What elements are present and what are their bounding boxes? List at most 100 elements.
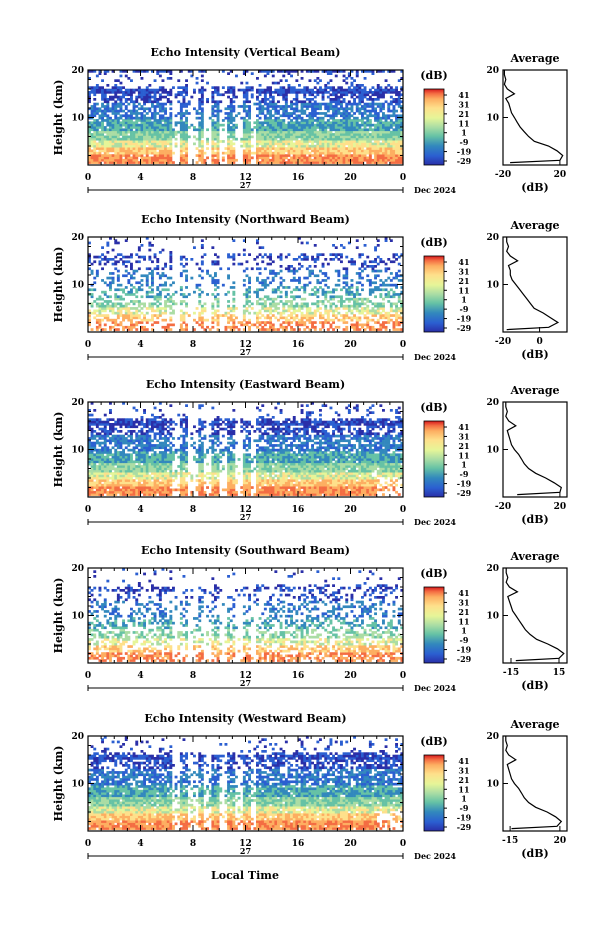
heatmap-cell — [232, 281, 236, 285]
heatmap-cell — [271, 135, 275, 139]
heatmap-cell — [232, 149, 236, 153]
heatmap-cell — [119, 158, 123, 162]
heatmap-cell — [151, 156, 154, 160]
heatmap-cell — [321, 130, 325, 134]
heatmap-cell — [303, 91, 307, 94]
heatmap-cell — [263, 133, 267, 136]
heatmap-cell — [114, 91, 118, 94]
heatmap-cell — [182, 86, 186, 89]
heatmap-cell — [122, 91, 125, 94]
heatmap-cell — [124, 265, 128, 268]
heatmap-cell — [366, 255, 370, 259]
heatmap-cell — [151, 95, 154, 99]
heatmap-cell — [271, 269, 275, 273]
heatmap-cell — [169, 295, 173, 299]
heatmap-cell — [279, 107, 283, 111]
heatmap-cell — [300, 116, 304, 120]
heatmap-cell — [116, 158, 120, 162]
heatmap-cell — [258, 84, 262, 87]
heatmap-cell — [143, 314, 146, 317]
heatmap-cell — [292, 279, 296, 282]
heatmap-cell — [287, 144, 291, 148]
heatmap-cell — [200, 86, 204, 89]
heatmap-cell — [248, 300, 251, 303]
heatmap-cell — [127, 151, 131, 155]
heatmap-cell — [332, 311, 335, 315]
heatmap-cells — [88, 402, 404, 496]
heatmap-cell — [334, 147, 338, 150]
heatmap-cell — [311, 314, 314, 317]
heatmap-cell — [103, 255, 107, 259]
heatmap-cell — [93, 474, 97, 478]
heatmap-cell — [395, 276, 398, 280]
heatmap-cell — [124, 151, 128, 155]
heatmap-cell — [282, 135, 286, 139]
heatmap-cell — [140, 121, 144, 125]
heatmap-cell — [122, 149, 125, 153]
heatmap-cell — [329, 88, 333, 92]
heatmap-cell — [334, 119, 338, 122]
colorbar-tick-label: -19 — [457, 314, 472, 324]
heatmap-cell — [148, 244, 152, 247]
heatmap-cell — [363, 323, 367, 327]
heatmap-cell — [195, 109, 199, 113]
heatmap-cell — [214, 142, 217, 146]
heatmap-cell — [389, 279, 393, 282]
heatmap-cell — [114, 84, 118, 87]
heatmap-cell — [211, 109, 215, 113]
heatmap-cell — [363, 121, 367, 125]
heatmap-cell — [277, 156, 280, 160]
heatmap-cell — [98, 295, 102, 299]
heatmap-cell — [382, 95, 385, 99]
heatmap-cell — [345, 102, 349, 106]
heatmap-cell — [337, 307, 341, 310]
heatmap-cell — [106, 116, 110, 120]
heatmap-cell — [172, 151, 175, 155]
heatmap-cell — [156, 258, 160, 261]
heatmap-cell — [103, 156, 107, 160]
heatmap-cell — [200, 321, 204, 324]
heatmap-cell — [90, 149, 94, 153]
heatmap-cell — [98, 86, 102, 89]
heatmap-cell — [376, 149, 380, 153]
heatmap-cell — [101, 309, 104, 313]
heatmap-cell — [353, 91, 356, 94]
heatmap-cell — [140, 140, 144, 143]
heatmap-cell — [227, 325, 230, 329]
heatmap-cell — [261, 100, 265, 104]
heatmap-cell — [261, 288, 265, 292]
heatmap-cell — [342, 126, 346, 129]
heatmap-cell — [214, 91, 217, 94]
heatmap-cell — [216, 323, 220, 327]
heatmap-cell — [271, 297, 275, 301]
heatmap-cell — [319, 133, 322, 136]
heatmap-cell — [221, 119, 225, 122]
heatmap-cell — [174, 95, 178, 99]
heatmap-cell — [156, 88, 160, 92]
heatmap-cell — [340, 128, 343, 132]
heatmap-cell — [161, 248, 165, 252]
heatmap-cell — [114, 328, 118, 331]
heatmap-cell — [290, 279, 293, 282]
heatmap-cell — [305, 255, 309, 259]
heatmap-cell — [166, 116, 170, 120]
heatmap-cell — [164, 102, 167, 106]
heatmap-cell — [277, 149, 280, 153]
heatmap-cell — [363, 116, 367, 120]
heatmap-cell — [261, 105, 265, 108]
heatmap-cell — [95, 304, 99, 308]
heatmap-cell — [174, 302, 178, 306]
heatmap-cell — [156, 119, 160, 122]
heatmap-cell — [350, 123, 354, 127]
heatmap-cell — [371, 98, 375, 101]
heatmap-cell — [269, 272, 272, 275]
heatmap-cell — [313, 133, 317, 136]
heatmap-cell — [156, 126, 160, 129]
heatmap-cell — [342, 119, 346, 122]
heatmap-cell — [114, 107, 118, 111]
heatmap-cell — [392, 276, 396, 280]
heatmap-cell — [119, 314, 123, 317]
heatmap-cell — [279, 86, 283, 89]
heatmap-cell — [347, 114, 351, 118]
heatmap-cell — [368, 121, 372, 125]
